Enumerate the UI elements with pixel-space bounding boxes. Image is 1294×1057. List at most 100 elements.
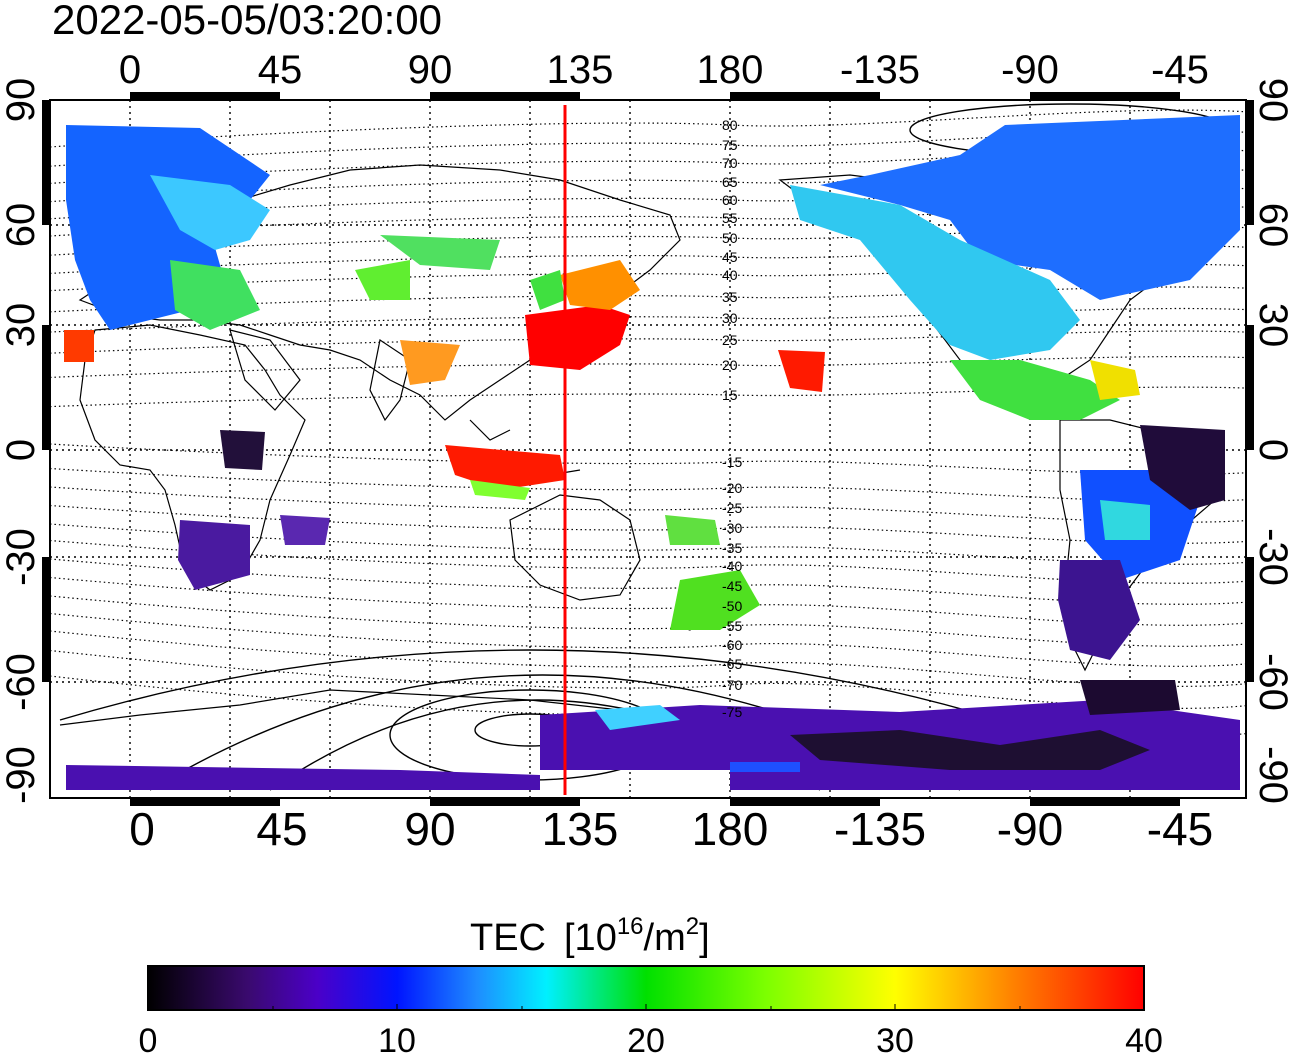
contour-line — [50, 245, 1246, 274]
colorbar-tick-label: 20 — [627, 1022, 665, 1057]
tec-patch-japan-orange — [560, 260, 640, 310]
contour-line — [50, 186, 1246, 220]
contour-line — [50, 558, 1246, 605]
contour-line — [50, 612, 1246, 667]
tec-patch-madagascar — [280, 515, 330, 545]
lat-right-label: 30 — [1251, 303, 1294, 348]
colorbar-unit-suffix: ] — [699, 917, 710, 959]
contour-label: -35 — [722, 540, 742, 556]
tec-patch-centralasia — [355, 260, 410, 300]
contour-label: -50 — [722, 598, 742, 614]
tec-patch-japan — [525, 305, 630, 370]
contour-line — [50, 263, 1246, 292]
contour-label: -40 — [722, 558, 742, 574]
colorbar-unit-prefix: [10 — [564, 917, 617, 959]
contour-line — [50, 205, 1246, 237]
contour-label: -70 — [722, 677, 742, 693]
timestamp-title: 2022-05-05/03:20:00 — [52, 0, 442, 43]
lat-right-label: 90 — [1251, 78, 1294, 123]
colorbar-tick-label: 40 — [1125, 1022, 1163, 1057]
colorbar-unit-exp: 16 — [617, 913, 644, 940]
tec-patch-india — [400, 340, 460, 385]
lat-left-label: 90 — [0, 78, 43, 123]
tec-patch-nz — [670, 570, 760, 630]
contour-label: -45 — [722, 578, 742, 594]
tec-patch-antarctic-blue-row — [730, 762, 800, 772]
contour-label: -60 — [722, 637, 742, 653]
tec-patch-canada — [820, 115, 1240, 300]
tec-patch-samerica-cyan — [1100, 500, 1150, 540]
contour-line — [50, 330, 1246, 354]
contour-line — [50, 649, 1246, 709]
tec-patch-africa-dark — [220, 430, 265, 470]
lon-bottom-label: -90 — [997, 803, 1063, 855]
tec-patch-na-cyan — [790, 185, 1080, 360]
tec-patch-safrica — [178, 520, 250, 590]
magnetic-contours — [50, 109, 1246, 737]
contour-label: 60 — [722, 192, 738, 208]
contour-line — [50, 467, 1246, 502]
lat-left-label: 30 — [0, 303, 43, 348]
contour-line — [50, 539, 1246, 584]
lon-bottom-labels: 0 45 90 135 180 -135 -90 -45 — [129, 803, 1213, 855]
lat-left-label: 60 — [0, 203, 43, 248]
tec-patch-med-green — [170, 260, 260, 330]
contour-line — [50, 523, 1246, 565]
tec-patch-brazil-dark — [1140, 425, 1225, 510]
contour-line — [50, 225, 1246, 256]
lon-top-label: -90 — [1001, 48, 1059, 92]
contour-label: -65 — [722, 656, 742, 672]
colorbar-tick-labels: 0 10 20 30 40 — [139, 1022, 1163, 1057]
frame-bars — [42, 92, 1254, 806]
lon-top-label: 135 — [547, 48, 614, 92]
contour-label: 70 — [722, 155, 738, 171]
contour-label: -20 — [722, 480, 742, 496]
colorbar — [147, 965, 1145, 1011]
tec-patch-iberia — [64, 330, 94, 362]
contour-line — [50, 148, 1246, 184]
contour-labels: 80 75 70 65 60 55 50 45 40 35 30 25 20 15 -15 -20 -25 -30… — [722, 117, 742, 720]
lat-left-label: -90 — [0, 746, 43, 804]
lon-bottom-label: 180 — [692, 803, 769, 855]
contour-label: 30 — [722, 310, 738, 326]
colorbar-tick-label: 10 — [378, 1022, 416, 1057]
lat-right-label: -60 — [1251, 653, 1294, 711]
tec-patch-pacific-green — [665, 515, 720, 545]
colorbar-title: TEC [1016/m2] — [470, 913, 710, 959]
lon-bottom-label: 45 — [256, 803, 307, 855]
colorbar-unit-exp2: 2 — [686, 913, 699, 940]
contour-label: -30 — [722, 520, 742, 536]
tec-patch-nausgreen — [470, 480, 530, 500]
contour-label: 55 — [722, 210, 738, 226]
lat-right-labels: 90 60 30 0 -30 -60 -90 — [1251, 78, 1294, 804]
contour-label: 15 — [722, 387, 738, 403]
lat-left-label: 0 — [0, 439, 43, 461]
contour-line — [50, 356, 1246, 378]
tec-patch-gulf-green — [950, 360, 1120, 420]
contour-label: -55 — [722, 618, 742, 634]
lat-right-label: 60 — [1251, 203, 1294, 248]
tec-patch-indonesia — [445, 445, 565, 490]
lon-top-labels: 0 45 90 135 180 -135 -90 -45 — [119, 48, 1209, 92]
tec-patch-caribbean-yellow — [1090, 360, 1140, 400]
lon-bottom-label: 0 — [129, 803, 155, 855]
lon-bottom-label: -45 — [1147, 803, 1213, 855]
colorbar-tick-label: 0 — [139, 1022, 158, 1057]
lon-top-label: 0 — [119, 48, 141, 92]
tec-patch-patagonia — [1058, 560, 1140, 660]
contour-line — [50, 595, 1246, 647]
contour-label: 75 — [722, 137, 738, 153]
colorbar-title-tec: TEC — [470, 917, 546, 959]
lat-right-label: -90 — [1251, 746, 1294, 804]
contour-label: 50 — [722, 230, 738, 246]
contour-label: 20 — [722, 357, 738, 373]
contour-label: 25 — [722, 332, 738, 348]
contour-line — [50, 130, 1246, 167]
contour-line — [50, 504, 1246, 544]
contour-label: 65 — [722, 174, 738, 190]
lat-right-label: 0 — [1251, 439, 1294, 461]
lon-bottom-label: 135 — [542, 803, 619, 855]
lon-bottom-label: -135 — [834, 803, 926, 855]
lon-top-label: -135 — [840, 48, 920, 92]
